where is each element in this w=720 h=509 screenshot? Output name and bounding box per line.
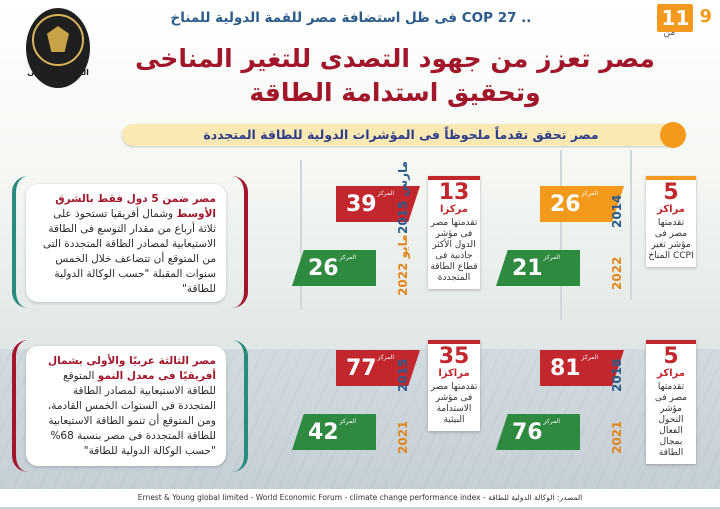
- card-bottom-bar: المركز 21: [496, 250, 580, 286]
- banner-text: مصر تحقق تقدماً ملحوظاً فى المؤشرات الدو…: [203, 127, 599, 142]
- info-box: 5 مراكز تقدمتها مصر فى مؤشر تغير المناخ …: [646, 176, 696, 267]
- side-box-frame: [12, 176, 248, 308]
- rank-value: 39: [346, 192, 377, 217]
- side-box-text: وشمال أفريقيا تستحوذ على ثلاثة أرباع من …: [42, 208, 216, 295]
- rank-value: 77: [346, 356, 377, 381]
- info-desc: تقدمتها مصر فى مؤشر الدول الأكثر جاذبية …: [430, 218, 478, 283]
- eagle-icon: [47, 26, 69, 52]
- year-label: 2021: [396, 420, 410, 454]
- rank-label: المركز: [339, 418, 356, 425]
- card-bottom-bar: المركز 42: [292, 414, 376, 450]
- card-top-bar: المركز 81: [540, 350, 624, 386]
- side-box-highlight: مصر الثالثة عربيًا والأولى بشمال أفريقيً…: [48, 355, 216, 382]
- rank-delta: 5: [663, 344, 679, 369]
- info-desc: تقدمتها مصر فى مؤشر الاستدامة البيئية: [430, 382, 478, 425]
- rank-label: المركز: [377, 190, 394, 197]
- wind-turbine-icon: [630, 150, 632, 300]
- rank-label: المركز: [543, 418, 560, 425]
- subtitle: فى ظل استضافة مصر للقمة الدولية للمناخ C…: [170, 10, 532, 26]
- card-top-bar: المركز 26: [540, 186, 624, 222]
- card-top-bar: المركز 39: [336, 186, 420, 222]
- rank-value: 76: [512, 420, 543, 445]
- info-desc: تقدمتها مصر فى مؤشر تغير المناخ CCPI: [648, 218, 694, 261]
- issue-of: من: [663, 28, 676, 38]
- rank-delta: 35: [438, 344, 470, 369]
- banner: مصر تحقق تقدماً ملحوظاً فى المؤشرات الدو…: [122, 122, 686, 148]
- rank-label: المركز: [339, 254, 356, 261]
- side-box-2: مصر الثالثة عربيًا والأولى بشمال أفريقيً…: [26, 346, 226, 466]
- card-bottom-bar: المركز 76: [496, 414, 580, 450]
- rank-word: مراكز: [657, 204, 685, 215]
- issue-counter: 11 من 9: [657, 4, 712, 38]
- year-label: 2021: [610, 420, 624, 454]
- side-box-1: مصر ضمن 5 دول فقط بالشرق الأوسط وشمال أف…: [26, 184, 226, 302]
- rank-value: 81: [550, 356, 581, 381]
- info-desc: تقدمتها مصر فى مؤشر التحول الفعال بمجال …: [654, 382, 688, 458]
- page-number: 9: [699, 6, 712, 27]
- page-title: مصر تعزز من جهود التصدى للتغير المناخى و…: [110, 42, 680, 110]
- source-footer: المصدر: الوكالة الدولية للطاقة - Ernest …: [0, 489, 720, 507]
- title-line-2: وتحقيق استدامة الطاقة: [249, 78, 541, 107]
- year-label: مايو 2022: [396, 234, 410, 296]
- logo-ring: [32, 14, 84, 66]
- banner-dot-icon: [660, 122, 686, 148]
- rank-value: 21: [512, 256, 543, 281]
- rank-label: المركز: [581, 354, 598, 361]
- card-top-bar: المركز 77: [336, 350, 420, 386]
- rank-delta: 5: [663, 180, 679, 205]
- wind-turbine-icon: [300, 160, 302, 310]
- side-box-frame: [12, 340, 248, 472]
- year-label: مارس 2015: [396, 161, 410, 234]
- rank-word: مراكز: [657, 368, 685, 379]
- rank-value: 26: [550, 192, 581, 217]
- info-box: 35 مراكزا تقدمتها مصر فى مؤشر الاستدامة …: [428, 340, 480, 431]
- year-label: 2018: [610, 358, 624, 392]
- issue-number: 11: [657, 4, 694, 32]
- wind-turbine-icon: [560, 150, 562, 320]
- side-box-highlight: مصر ضمن 5 دول فقط بالشرق الأوسط: [55, 193, 216, 220]
- rank-label: المركز: [377, 354, 394, 361]
- rank-label: المركز: [543, 254, 560, 261]
- logo-label: المركز الإعلامى: [27, 68, 89, 77]
- side-box-text: المتوقع للطاقة الاستيعابية لمصادر الطاقة…: [47, 370, 216, 457]
- year-label: 2022: [610, 256, 624, 290]
- rank-word: مركزا: [440, 204, 468, 215]
- year-label: 2014: [610, 194, 624, 228]
- card-bottom-bar: المركز 26: [292, 250, 376, 286]
- title-line-1: مصر تعزز من جهود التصدى للتغير المناخى: [135, 44, 655, 73]
- rank-word: مراكزا: [438, 368, 470, 379]
- info-box: 13 مركزا تقدمتها مصر فى مؤشر الدول الأكث…: [428, 176, 480, 289]
- rank-delta: 13: [438, 180, 470, 205]
- rank-label: المركز: [581, 190, 598, 197]
- rank-value: 26: [308, 256, 339, 281]
- info-box: 5 مراكز تقدمتها مصر فى مؤشر التحول الفعا…: [646, 340, 696, 464]
- rank-value: 42: [308, 420, 339, 445]
- year-label: 2015: [396, 358, 410, 392]
